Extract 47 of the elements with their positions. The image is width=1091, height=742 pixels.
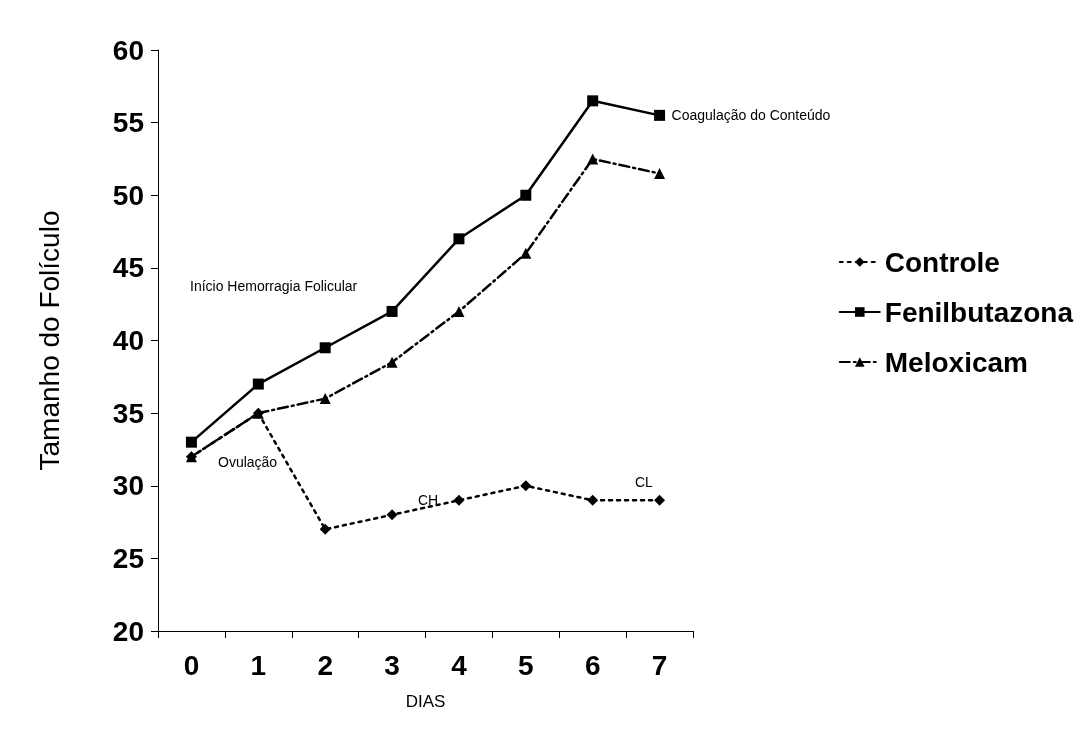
- legend-label: Fenilbutazona: [884, 296, 1074, 328]
- point: [587, 95, 599, 107]
- x-tick-label: 7: [651, 649, 668, 681]
- point: [386, 356, 398, 368]
- legend-label: Meloxicam: [884, 346, 1028, 378]
- point: [520, 189, 532, 201]
- point: [587, 153, 599, 165]
- point: [185, 436, 197, 448]
- x-tick-label: 1: [250, 649, 267, 681]
- y-tick-label: 40: [112, 325, 144, 356]
- point: [587, 494, 599, 506]
- x-tick-label: 2: [317, 649, 333, 681]
- x-tick-label: 3: [384, 649, 400, 681]
- y-tick-label: 60: [112, 34, 144, 66]
- x-tick-label: 5: [518, 649, 534, 681]
- point: [654, 494, 666, 506]
- y-tick-label: 35: [112, 397, 144, 429]
- point: [453, 305, 465, 317]
- y-tick-label: 55: [112, 107, 144, 139]
- point: [252, 378, 264, 390]
- x-tick-label: 4: [451, 649, 468, 681]
- annotation: Início Hemorragia Folicular: [190, 278, 358, 294]
- annotation: CL: [635, 474, 654, 490]
- y-axis-title: Tamanho do Folículo: [33, 210, 65, 471]
- point: [453, 494, 465, 506]
- point: [520, 480, 532, 492]
- y-tick-label: 45: [112, 252, 144, 284]
- point: [453, 233, 465, 245]
- point: [520, 247, 532, 259]
- y-tick-label: 20: [112, 615, 144, 647]
- point: [386, 305, 398, 317]
- x-axis-title: DIAS: [405, 692, 446, 711]
- y-tick-label: 30: [112, 470, 144, 502]
- legend-label: Controle: [884, 246, 1000, 278]
- point: [654, 109, 666, 121]
- point: [319, 523, 331, 535]
- x-tick-label: 0: [183, 649, 200, 681]
- y-tick-label: 25: [112, 542, 144, 574]
- x-tick-label: 6: [584, 649, 601, 681]
- annotation: CH: [418, 492, 439, 508]
- annotation: Coagulação do Conteúdo: [671, 107, 831, 124]
- point: [319, 342, 331, 354]
- y-tick-label: 50: [112, 179, 144, 211]
- point: [319, 393, 331, 405]
- point: [654, 167, 666, 179]
- point: [386, 509, 398, 521]
- annotation: Ovulação: [218, 454, 278, 470]
